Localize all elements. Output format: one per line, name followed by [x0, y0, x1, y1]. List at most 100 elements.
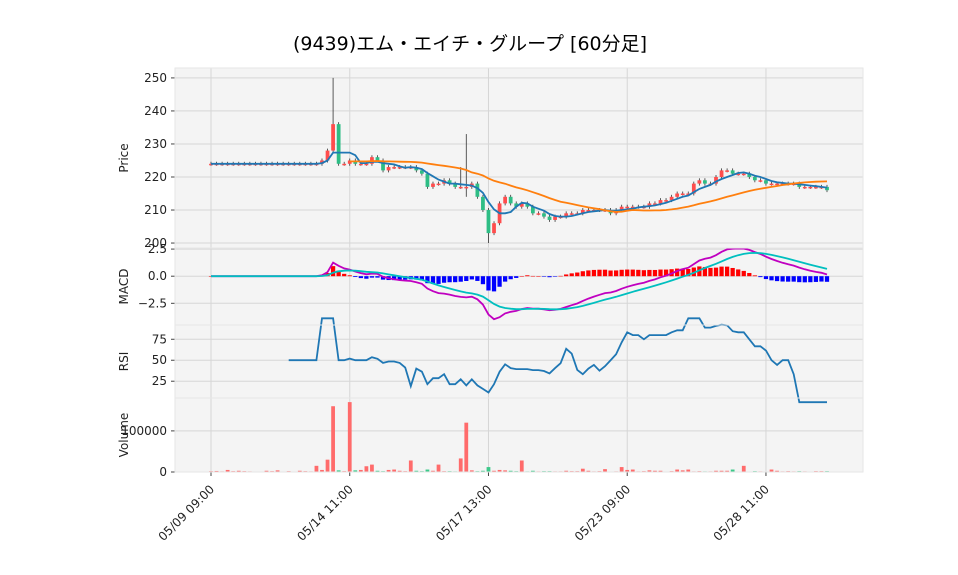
- candle-body: [342, 163, 347, 166]
- volume-tick-label: 100000: [121, 424, 167, 438]
- macd-hist-bar: [436, 276, 441, 284]
- macd-hist-bar: [730, 267, 735, 277]
- candle-body: [375, 157, 380, 161]
- macd-hist-bar: [658, 269, 663, 277]
- macd-hist-bar: [330, 266, 336, 277]
- candle-body: [530, 206, 535, 214]
- macd-hist-bar: [741, 270, 746, 277]
- candle-body: [775, 183, 779, 186]
- candle-body: [397, 167, 402, 169]
- macd-hist-bar: [625, 269, 630, 277]
- price-tick-label: 220: [144, 170, 167, 184]
- macd-hist-bar: [708, 267, 713, 277]
- candle-body: [797, 183, 802, 187]
- macd-hist-bar: [652, 269, 658, 277]
- volume-bar: [214, 470, 219, 472]
- macd-hist-bar: [469, 276, 474, 280]
- candle-body: [764, 180, 768, 184]
- volume-bar: [481, 470, 485, 472]
- macd-hist-bar: [392, 276, 397, 281]
- volume-bar: [458, 458, 463, 472]
- candle-body: [664, 200, 668, 202]
- macd-tick-label: −2.5: [138, 296, 167, 310]
- candle-body: [542, 213, 546, 217]
- macd-hist-bar: [430, 276, 436, 284]
- volume-bar: [769, 469, 774, 472]
- macd-hist-bar: [480, 276, 486, 285]
- rsi-tick-label: 25: [152, 374, 167, 388]
- candle-body: [769, 183, 774, 186]
- macd-hist-bar: [769, 276, 774, 281]
- price-tick-label: 240: [144, 104, 167, 118]
- volume-bar: [586, 470, 591, 472]
- volume-bar: [392, 469, 397, 472]
- candle-body: [464, 186, 469, 189]
- volume-tick-label: 0: [159, 465, 167, 479]
- volume-bar: [408, 460, 413, 472]
- macd-tick-label: 2.5: [148, 242, 167, 256]
- candle-body: [458, 186, 463, 189]
- macd-hist-bar: [486, 276, 491, 291]
- price-tick-label: 230: [144, 137, 167, 151]
- macd-hist-bar: [813, 276, 819, 282]
- panels: [175, 68, 863, 473]
- candle-body: [381, 160, 385, 171]
- macd-hist-bar: [791, 276, 796, 282]
- candle-body: [658, 200, 663, 204]
- volume-bar: [397, 470, 402, 472]
- candle-body: [686, 193, 691, 196]
- volume-bar: [580, 468, 585, 472]
- candle-body: [564, 213, 569, 217]
- volume-bar: [370, 464, 374, 472]
- candle-body: [630, 206, 635, 209]
- price-tick-label: 210: [144, 203, 167, 217]
- macd-hist-bar: [719, 266, 724, 277]
- macd-hist-bar: [541, 276, 547, 277]
- candle-body: [719, 170, 724, 177]
- macd-hist-bar: [697, 266, 702, 277]
- candle-body: [425, 173, 430, 187]
- volume-bar: [486, 467, 491, 472]
- volume-bar: [714, 470, 718, 472]
- macd-hist-bar: [763, 276, 769, 280]
- rsi-tick-label: 75: [152, 332, 167, 346]
- macd-hist-bar: [680, 268, 685, 277]
- macd-hist-bar: [558, 275, 563, 277]
- volume-bar: [508, 470, 513, 472]
- volume-bar: [464, 422, 469, 472]
- rsi-panel-bg: [175, 325, 863, 398]
- x-tick-label: 05/14 11:00: [294, 482, 356, 544]
- chart-marks: [208, 77, 830, 473]
- candle-body: [481, 196, 485, 211]
- candle-body: [419, 170, 424, 174]
- candle-body: [675, 193, 680, 197]
- candle-body: [414, 167, 419, 171]
- candle-body: [525, 203, 530, 207]
- candle-body: [586, 210, 591, 212]
- volume-bar: [725, 470, 729, 472]
- macd-hist-bar: [758, 276, 763, 278]
- price-tick-label: 250: [144, 71, 167, 85]
- volume-bar: [530, 470, 535, 472]
- macd-hist-bar: [375, 276, 380, 278]
- macd-hist-bar: [336, 270, 341, 277]
- macd-hist-bar: [597, 269, 602, 277]
- volume-bar: [347, 402, 352, 472]
- x-tick-label: 05/28 11:00: [711, 482, 773, 544]
- macd-hist-bar: [397, 276, 402, 280]
- x-tick-label: 05/17 13:00: [433, 482, 495, 544]
- macd-hist-bar: [663, 269, 669, 277]
- macd-hist-bar: [780, 276, 785, 282]
- x-tick-label: 05/09 09:00: [156, 482, 218, 544]
- macd-hist-bar: [536, 276, 541, 277]
- candle-body: [514, 203, 519, 207]
- candle-body: [752, 176, 757, 181]
- volume-bar: [325, 459, 330, 472]
- macd-hist-bar: [569, 273, 574, 277]
- volume-bar: [775, 470, 779, 472]
- volume-bar: [653, 470, 657, 472]
- volume-bar: [680, 470, 685, 472]
- macd-hist-bar: [702, 266, 708, 277]
- signal-line: [211, 251, 828, 311]
- volume-bar: [358, 469, 363, 472]
